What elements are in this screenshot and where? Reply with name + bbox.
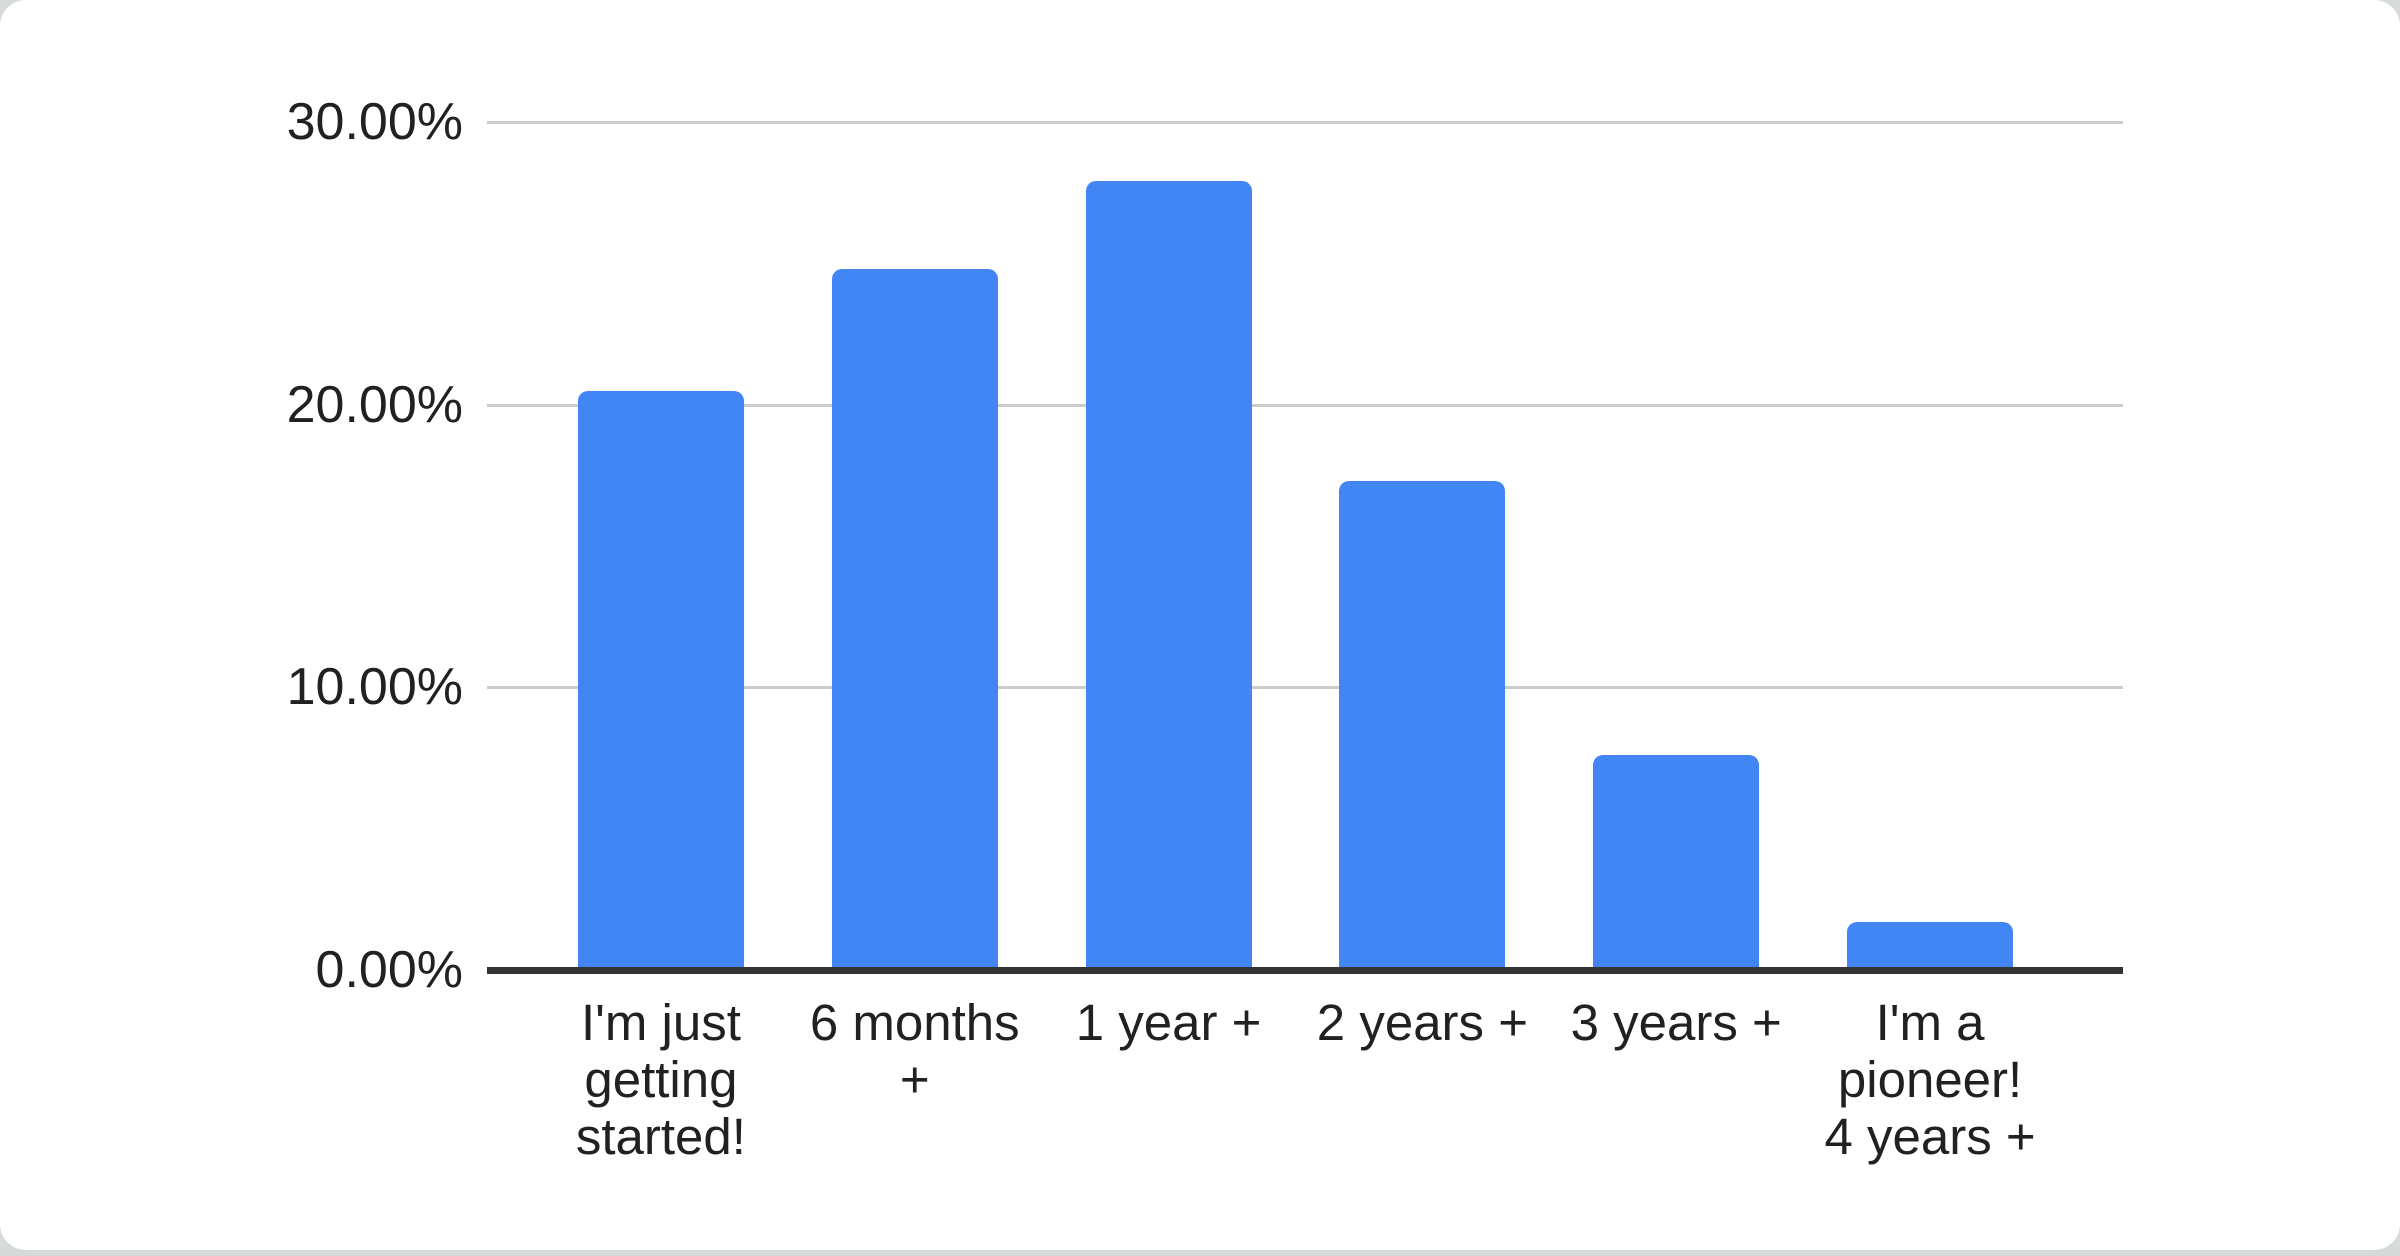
y-axis-labels: 0.00% 10.00% 20.00% 30.00%	[0, 0, 463, 1256]
gridline-10pct	[487, 686, 2123, 690]
bar-0[interactable]	[577, 390, 744, 970]
y-axis-tick-label-0pct: 0.00%	[315, 941, 463, 999]
bar-4[interactable]	[1593, 755, 1760, 970]
x-axis-labels: I'm just getting started! 6 months + 1 yea…	[534, 994, 2057, 1165]
gridline-30pct	[487, 121, 2123, 124]
bar-slot-3	[1295, 122, 1549, 970]
y-axis-tick-label-20pct: 20.00%	[286, 375, 463, 434]
x-axis-category-label-3: 2 years +	[1316, 994, 1528, 1051]
bar-slot-4	[1549, 122, 1803, 970]
x-axis-category-label-1: 6 months +	[809, 994, 1020, 1108]
x-axis-category-label-2: 1 year +	[1075, 994, 1262, 1051]
bar-3[interactable]	[1339, 481, 1506, 970]
bar-1[interactable]	[831, 269, 998, 970]
x-axis-category-label-0: I'm just getting started!	[575, 994, 746, 1165]
bar-5[interactable]	[1847, 921, 2014, 970]
bar-slot-5	[1803, 122, 2057, 970]
plot-area	[487, 121, 2123, 974]
gridline-20pct	[487, 403, 2123, 407]
y-axis-tick-label-30pct: 30.00%	[286, 93, 463, 151]
y-axis-tick-label-10pct: 10.00%	[286, 658, 463, 717]
bars-container	[534, 122, 2057, 970]
x-axis-category-label-5: I'm a pioneer! 4 years +	[1824, 994, 2036, 1165]
bar-slot-1	[788, 122, 1042, 970]
bar-slot-0	[534, 122, 788, 970]
bar-2[interactable]	[1085, 181, 1252, 970]
bar-slot-2	[1042, 122, 1296, 970]
x-axis-category-label-4: 3 years +	[1570, 994, 1782, 1051]
x-axis-line	[487, 967, 2123, 974]
